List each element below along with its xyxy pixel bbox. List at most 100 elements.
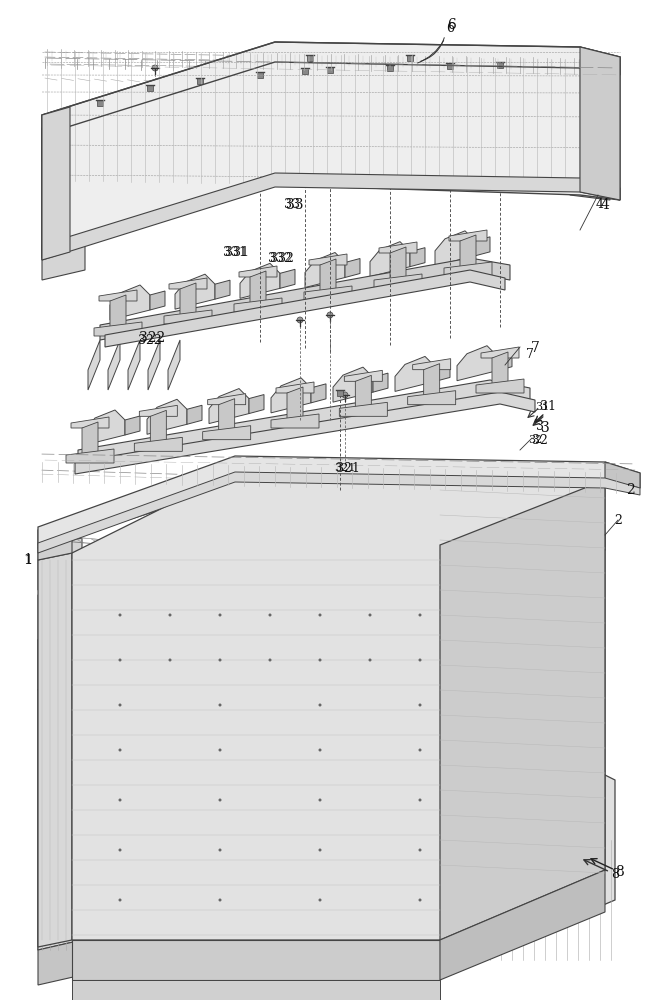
Polygon shape	[410, 248, 425, 267]
Circle shape	[269, 658, 271, 662]
Polygon shape	[42, 55, 615, 143]
Circle shape	[319, 704, 321, 706]
Polygon shape	[125, 416, 140, 435]
Polygon shape	[38, 553, 72, 947]
Polygon shape	[147, 399, 187, 434]
Circle shape	[257, 67, 263, 73]
Polygon shape	[42, 107, 70, 260]
Bar	[257, 72, 263, 78]
Polygon shape	[333, 367, 373, 402]
Text: 2: 2	[626, 483, 634, 497]
Polygon shape	[276, 382, 314, 393]
Bar	[407, 55, 413, 61]
Text: 2: 2	[614, 514, 622, 526]
Circle shape	[327, 312, 333, 318]
Polygon shape	[42, 128, 85, 250]
Polygon shape	[249, 395, 264, 414]
Circle shape	[319, 613, 321, 616]
Polygon shape	[219, 399, 235, 432]
Polygon shape	[42, 173, 620, 260]
Polygon shape	[440, 878, 600, 975]
Bar	[302, 68, 308, 74]
Text: 7: 7	[531, 341, 539, 355]
Circle shape	[168, 658, 172, 662]
Polygon shape	[42, 75, 610, 162]
Circle shape	[219, 704, 221, 706]
Polygon shape	[38, 640, 195, 950]
Polygon shape	[580, 47, 620, 200]
Text: 321: 321	[336, 462, 360, 475]
Polygon shape	[234, 298, 282, 312]
Polygon shape	[82, 940, 440, 975]
Polygon shape	[38, 640, 595, 690]
Polygon shape	[570, 62, 610, 200]
Text: 6: 6	[446, 21, 454, 34]
Circle shape	[118, 748, 122, 752]
Polygon shape	[460, 235, 476, 268]
Polygon shape	[38, 590, 195, 690]
Text: 31: 31	[535, 402, 549, 412]
Polygon shape	[309, 254, 347, 265]
Polygon shape	[413, 359, 451, 370]
Polygon shape	[108, 340, 120, 390]
Bar	[447, 63, 453, 69]
Polygon shape	[85, 410, 125, 445]
Circle shape	[219, 798, 221, 802]
Circle shape	[297, 317, 303, 323]
Polygon shape	[42, 55, 580, 160]
Text: 3: 3	[541, 421, 549, 435]
Polygon shape	[100, 258, 510, 340]
Polygon shape	[72, 980, 440, 1000]
Text: 7: 7	[526, 349, 534, 361]
Polygon shape	[339, 402, 387, 416]
Polygon shape	[38, 472, 640, 553]
Polygon shape	[128, 340, 140, 390]
Circle shape	[269, 613, 271, 616]
Polygon shape	[304, 286, 352, 300]
Polygon shape	[207, 394, 245, 405]
Text: 32: 32	[532, 434, 548, 446]
Polygon shape	[78, 380, 530, 465]
Polygon shape	[457, 346, 497, 381]
Circle shape	[219, 898, 221, 902]
Circle shape	[118, 848, 122, 852]
Polygon shape	[110, 295, 126, 328]
Circle shape	[368, 613, 372, 616]
Polygon shape	[134, 437, 182, 451]
Circle shape	[418, 898, 422, 902]
Text: 32: 32	[528, 435, 542, 445]
Polygon shape	[475, 237, 490, 256]
Polygon shape	[395, 356, 435, 391]
Circle shape	[342, 69, 348, 75]
Polygon shape	[476, 379, 524, 393]
Text: 1: 1	[23, 553, 33, 567]
Polygon shape	[424, 364, 440, 397]
Circle shape	[219, 658, 221, 662]
Polygon shape	[169, 278, 207, 289]
Polygon shape	[105, 270, 505, 347]
Circle shape	[502, 72, 508, 78]
Bar	[197, 78, 203, 84]
Bar	[497, 62, 503, 68]
Bar	[307, 55, 313, 61]
Text: 4: 4	[600, 198, 609, 212]
Text: 322: 322	[138, 334, 162, 347]
Polygon shape	[168, 340, 180, 390]
Polygon shape	[215, 280, 230, 299]
Polygon shape	[373, 373, 388, 392]
Polygon shape	[492, 352, 508, 385]
Text: 6: 6	[448, 18, 456, 32]
Polygon shape	[38, 880, 595, 950]
Polygon shape	[38, 538, 72, 560]
Circle shape	[307, 68, 313, 74]
Circle shape	[118, 798, 122, 802]
Polygon shape	[140, 405, 178, 416]
Text: 3: 3	[536, 420, 544, 434]
Polygon shape	[374, 274, 422, 288]
Circle shape	[118, 658, 122, 662]
Polygon shape	[203, 426, 251, 440]
Text: 321: 321	[334, 463, 356, 473]
Polygon shape	[408, 391, 456, 405]
Text: 4: 4	[596, 198, 604, 212]
Circle shape	[319, 848, 321, 852]
